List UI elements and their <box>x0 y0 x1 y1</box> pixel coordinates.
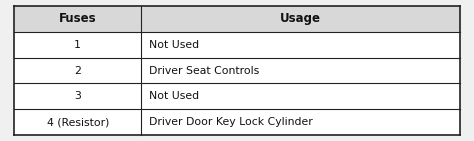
Text: Fuses: Fuses <box>59 12 97 25</box>
Bar <box>14 32 460 58</box>
Text: 3: 3 <box>74 92 81 101</box>
Bar <box>14 6 460 32</box>
Text: Not Used: Not Used <box>149 92 200 101</box>
Text: Usage: Usage <box>280 12 321 25</box>
Text: Driver Door Key Lock Cylinder: Driver Door Key Lock Cylinder <box>149 117 313 127</box>
Text: Not Used: Not Used <box>149 40 200 49</box>
Bar <box>14 83 460 109</box>
Text: 1: 1 <box>74 40 81 49</box>
Text: 4 (Resistor): 4 (Resistor) <box>46 117 109 127</box>
Text: Driver Seat Controls: Driver Seat Controls <box>149 66 259 75</box>
Bar <box>14 109 460 135</box>
Bar <box>14 58 460 83</box>
Text: 2: 2 <box>74 66 81 75</box>
